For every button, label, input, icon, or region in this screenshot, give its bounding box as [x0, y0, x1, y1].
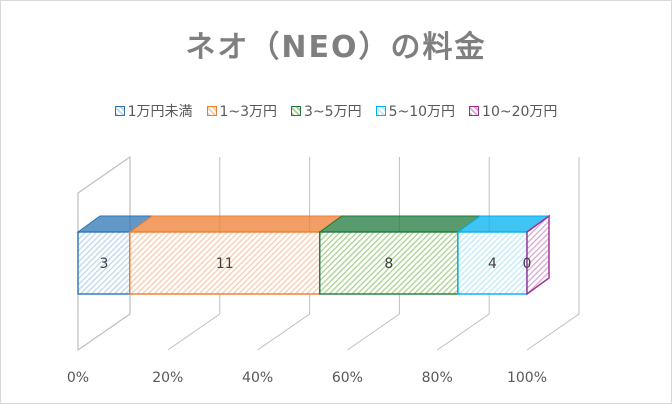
data-label: 4: [488, 256, 497, 272]
legend-label: 1~3万円: [219, 104, 278, 120]
legend-swatch: [206, 106, 217, 116]
legend-item: 3~5万円: [291, 101, 362, 121]
legend-label: 3~5万円: [304, 104, 362, 120]
data-label: 8: [384, 256, 393, 272]
gridline: [347, 157, 400, 351]
side-wall: [77, 155, 131, 352]
x-tick-label: 80%: [422, 370, 453, 386]
legend-label: 1万円未満: [127, 104, 193, 120]
x-tick-label: 40%: [242, 370, 273, 386]
legend: 1万円未満 1~3万円 3~5万円 5~10万円 10~20万円: [0, 101, 672, 121]
legend-swatch: [114, 106, 125, 116]
x-tick-label: 0%: [67, 370, 89, 386]
data-label: 0: [523, 256, 532, 272]
chart-title: ネオ（NEO）の料金: [185, 30, 487, 65]
legend-item: 5~10万円: [375, 101, 456, 121]
bar-segment: [456, 215, 551, 295]
gridline: [257, 157, 311, 351]
legend-label: 10~20万円: [482, 104, 558, 120]
legend-label: 5~10万円: [388, 104, 456, 120]
legend-swatch: [469, 106, 480, 116]
data-label: 3: [99, 256, 108, 272]
legend-swatch: [291, 106, 302, 116]
bar-end-cap: [526, 214, 550, 296]
data-label: 11: [216, 256, 234, 272]
x-tick-label: 60%: [332, 370, 363, 386]
gridline: [436, 157, 490, 351]
x-tick-label: 100%: [507, 370, 547, 386]
bar-segment: [76, 215, 154, 295]
gridline: [167, 157, 221, 351]
legend-swatch: [375, 106, 386, 116]
gridline: [526, 157, 580, 351]
x-tick-label: 20%: [152, 370, 183, 386]
legend-item: 10~20万円: [469, 101, 557, 121]
legend-item: 1万円未満: [114, 101, 193, 121]
bar-segment: [318, 215, 482, 295]
legend-item: 1~3万円: [206, 101, 278, 121]
bar-segment: [128, 215, 344, 295]
